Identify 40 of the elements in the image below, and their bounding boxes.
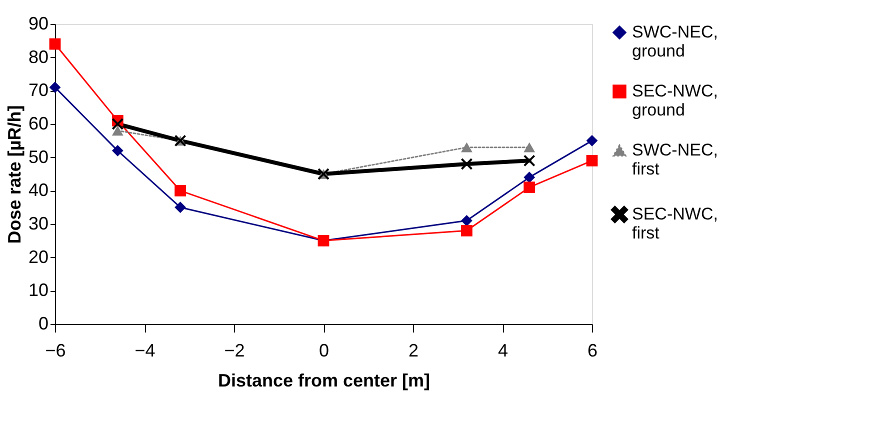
legend-label: SEC-NWC, ground — [632, 82, 718, 120]
y-tick-label: 70 — [28, 80, 48, 100]
y-tick-label: 40 — [28, 180, 48, 200]
x-tick-label: 0 — [318, 340, 330, 360]
point — [461, 142, 472, 152]
y-tick-label: 80 — [28, 46, 48, 67]
point — [586, 134, 598, 146]
point — [49, 82, 61, 94]
point — [112, 126, 124, 136]
point — [524, 182, 536, 194]
point — [524, 154, 536, 166]
point — [461, 224, 472, 236]
legend-label: SEC-NWC, first — [632, 204, 718, 242]
y-axis-title: Dose rate [µR/h] — [4, 105, 24, 244]
point — [461, 214, 472, 226]
y-tick-label: 20 — [28, 246, 48, 267]
point — [586, 154, 598, 166]
point — [112, 118, 124, 130]
point — [49, 38, 61, 50]
x-tick-label: 6 — [587, 340, 598, 360]
x-axis-title: Distance from center [m] — [218, 370, 430, 390]
y-tick-label: 30 — [28, 214, 48, 234]
x-tick-label: −6 — [45, 340, 66, 360]
x-tick-label: −4 — [134, 340, 156, 360]
y-tick-label: 50 — [28, 146, 48, 167]
point — [174, 184, 186, 196]
legend-label: SWC-NEC, ground — [632, 22, 718, 60]
x-tick-label: 2 — [408, 340, 419, 360]
y-tick-label: 0 — [38, 314, 48, 334]
point — [112, 144, 124, 156]
y-tick-label: 10 — [28, 280, 48, 300]
point — [524, 142, 536, 152]
legend-label: SWC-NEC, first — [632, 140, 718, 178]
point — [174, 202, 186, 214]
y-tick-label: 60 — [28, 114, 48, 134]
point — [524, 172, 536, 184]
point — [461, 158, 472, 170]
x-tick-label: 4 — [498, 340, 508, 360]
x-tick-label: −2 — [224, 340, 245, 360]
y-tick-label: 90 — [28, 14, 48, 34]
